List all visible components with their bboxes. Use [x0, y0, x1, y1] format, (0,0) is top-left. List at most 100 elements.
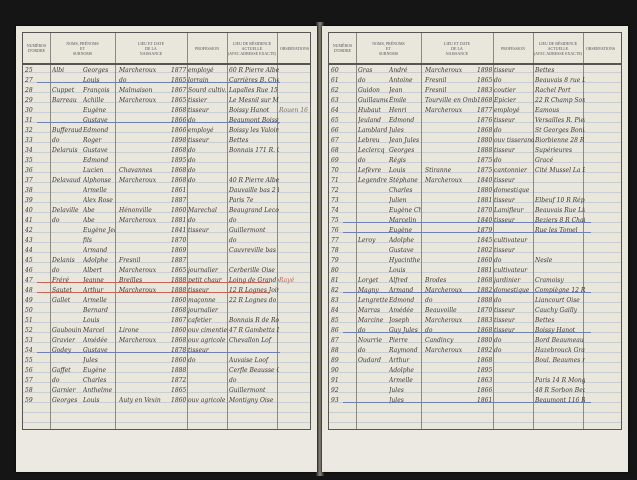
- residence: Loing de Grand Oise: [229, 277, 279, 284]
- residence: Carrières B. Chevalier 23: [229, 77, 279, 84]
- residence: 22 R Champ Sommel: [535, 97, 585, 104]
- residence: [535, 266, 585, 276]
- observation: [585, 316, 617, 326]
- entry-number: 29: [25, 97, 33, 104]
- first-name: Adolphe: [83, 257, 108, 264]
- profession: [188, 256, 228, 266]
- entry-number: 46: [25, 267, 33, 274]
- observation: [585, 146, 617, 156]
- table-row: 85 Marcine Joseph Marcheroux 1883 tisseur Bett…: [329, 316, 621, 326]
- profession: do: [188, 147, 196, 154]
- first-name: Louis: [83, 77, 100, 84]
- surname: Delaruis: [52, 147, 78, 154]
- observation: [279, 66, 311, 76]
- surname: Lorget: [358, 277, 379, 284]
- page-bottom-margin: [16, 430, 317, 470]
- profession: do: [188, 177, 196, 184]
- profession: cantonnier: [494, 167, 527, 174]
- birthplace: [119, 346, 171, 356]
- entry-number: 48: [25, 287, 33, 294]
- profession: tisseur: [494, 217, 515, 224]
- entry-number: 45: [25, 257, 33, 264]
- residence: Cauvreville bas: [229, 247, 276, 254]
- surname: Legendre: [358, 177, 388, 184]
- table-row: 77 Leroy Adolphe 1845 cultivateur: [329, 236, 621, 246]
- page-bottom-margin: [322, 430, 628, 470]
- entry-number: 63: [331, 97, 339, 104]
- entry-number: 88: [331, 347, 339, 354]
- entry-number: 67: [331, 137, 339, 144]
- birthplace: Marcheroux: [119, 67, 157, 74]
- surname: [358, 246, 388, 256]
- first-name: Pierre: [389, 337, 408, 344]
- birth-year: 1861: [477, 397, 493, 404]
- residence: Paris 14 R Mongolfier: [535, 377, 585, 384]
- surname: Delavaud: [52, 177, 81, 184]
- profession: journalier: [188, 267, 218, 274]
- birthplace: Brodes: [425, 277, 447, 284]
- profession: do: [494, 347, 502, 354]
- table-row: 36 Lucien Chavannes 1868 do: [23, 166, 310, 176]
- profession: [494, 226, 534, 236]
- table-row: 81 Lorget Alfred Brodes 1868 jardinier Cramois…: [329, 276, 621, 286]
- first-name: Gustave: [389, 247, 414, 254]
- profession: ouv tisserand: [494, 137, 534, 144]
- observation: [585, 206, 617, 216]
- header-col-observations: Observations: [585, 45, 616, 51]
- residence: [229, 306, 279, 316]
- birthplace: [119, 356, 171, 366]
- table-row: 91 Armelle 1863 Paris 14 R Mongolfier: [329, 376, 621, 386]
- observation: [279, 346, 311, 356]
- birth-year: 1865: [171, 77, 187, 84]
- first-name: Joseph: [389, 317, 410, 324]
- birth-year: 1872: [171, 377, 187, 384]
- profession: journalier: [188, 307, 218, 314]
- surname: [358, 376, 388, 386]
- birth-year: 1866: [171, 127, 187, 134]
- entry-number: 75: [331, 217, 339, 224]
- observation: [279, 176, 311, 186]
- surname: [52, 226, 82, 236]
- birth-year: 1868: [477, 97, 493, 104]
- table-row: 78 Gustave 1802 tisseur: [329, 246, 621, 256]
- birthplace: [425, 266, 477, 276]
- table-row: 44 Armand 1869 Cauvreville bas: [23, 246, 310, 256]
- residence: Le Mesnil sur Monthellan: [229, 97, 279, 104]
- entry-number: 74: [331, 207, 339, 214]
- profession: ouv agricole: [188, 397, 226, 404]
- profession: tisseur: [494, 197, 515, 204]
- birth-year: 1880: [477, 337, 493, 344]
- profession: do: [494, 77, 502, 84]
- observation: [279, 336, 311, 346]
- table-row: 56 Gaffet Eugène 1888 Cerfle Beausse Calanda: [23, 366, 310, 376]
- birthplace: do: [119, 77, 127, 84]
- birthplace: [119, 106, 171, 116]
- col-names: [356, 33, 422, 429]
- first-name: Henri: [389, 107, 407, 114]
- birth-year: 1841: [171, 227, 187, 234]
- profession: domestique: [494, 287, 530, 294]
- birth-year: 1865: [171, 387, 187, 394]
- residence: [535, 236, 585, 246]
- surname: [52, 76, 82, 86]
- entry-number: 60: [331, 67, 339, 74]
- table-row: 69 do Régis 1875 do Gracé: [329, 156, 621, 166]
- surname: Lebreu: [358, 137, 380, 144]
- profession: lorrain: [188, 77, 209, 84]
- col-number: [23, 33, 51, 429]
- profession: tisseur: [494, 67, 515, 74]
- residence: 48 R Sorbon Beauvais: [535, 387, 585, 394]
- observation: [585, 286, 617, 296]
- first-name: Armelle: [389, 377, 413, 384]
- entry-number: 84: [331, 307, 339, 314]
- observation: [279, 246, 311, 256]
- birthplace: Hénonville: [119, 207, 152, 214]
- residence: do: [229, 377, 237, 384]
- profession: ouv agricole: [188, 337, 226, 344]
- table-row: 90 Adolphe 1895: [329, 366, 621, 376]
- birth-year: 1868: [171, 177, 187, 184]
- surname: Gras: [358, 67, 373, 74]
